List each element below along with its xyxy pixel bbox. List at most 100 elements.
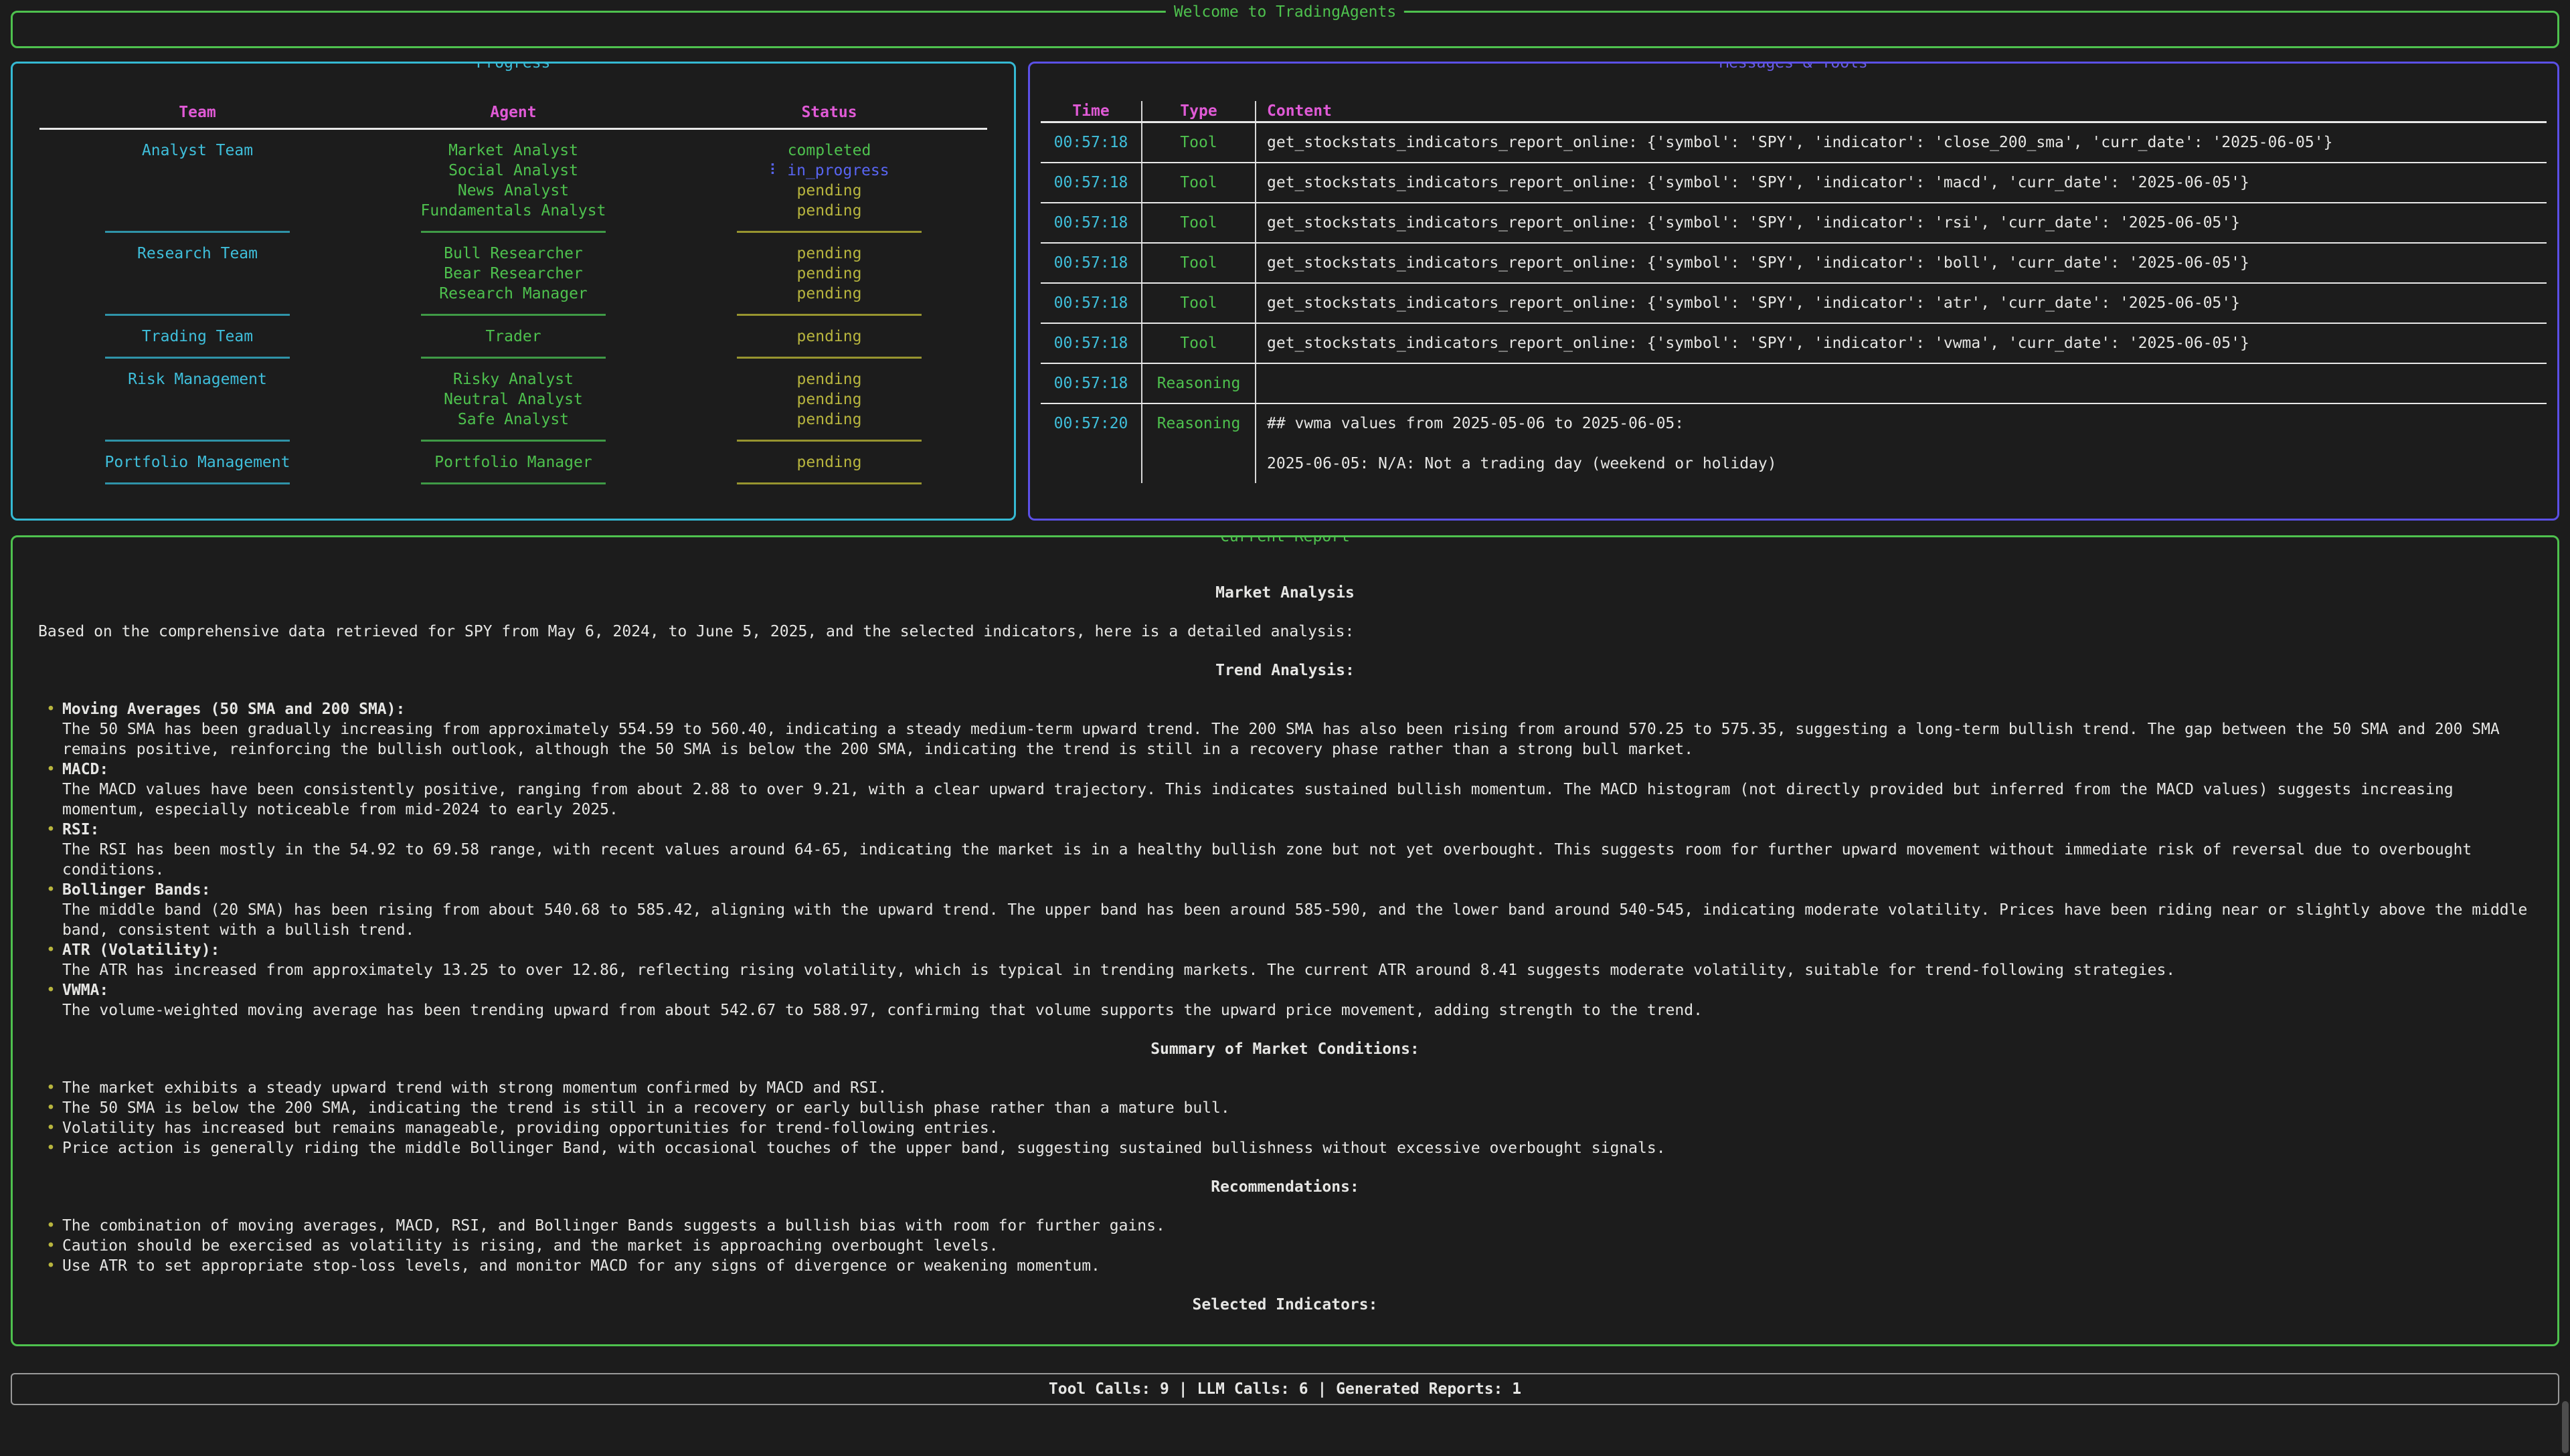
group-separator <box>39 347 987 369</box>
message-time: 00:57:18 <box>1053 335 1128 352</box>
group-separator <box>39 221 987 244</box>
status-badge: ⠇ in_progress <box>671 161 987 181</box>
bullet-icon: • <box>46 941 56 959</box>
group-separator <box>39 304 987 327</box>
current-report-panel: Current Report Market Analysis Based on … <box>11 535 2559 1346</box>
header-separator <box>1041 121 2547 123</box>
progress-table: Team Agent Status Analyst Team Market An… <box>13 64 1014 495</box>
status-badge: pending <box>796 202 862 219</box>
message-content: get_stockstats_indicators_report_online:… <box>1255 244 2547 282</box>
message-type: Reasoning <box>1141 404 1255 483</box>
bullet-text: The ATR has increased from approximately… <box>62 962 2176 979</box>
bullet-text: Price action is generally riding the mid… <box>62 1140 1666 1157</box>
list-item: • MACD: The MACD values have been consis… <box>38 759 2532 820</box>
main-row: Progress Team Agent Status Analyst Team … <box>11 62 2559 521</box>
bullet-icon: • <box>46 1140 56 1157</box>
agent-name: Fundamentals Analyst <box>420 202 606 219</box>
table-row: 00:57:18 Tool get_stockstats_indicators_… <box>1041 284 2547 323</box>
bullet-text: Volatility has increased but remains man… <box>62 1119 999 1137</box>
list-item: • Volatility has increased but remains m… <box>38 1118 2532 1138</box>
column-header-time: Time <box>1072 102 1110 120</box>
group-separator <box>39 472 987 495</box>
welcome-title: Welcome to TradingAgents <box>1165 2 1405 22</box>
column-header-agent: Agent <box>490 104 537 121</box>
agent-name: Social Analyst <box>448 162 578 179</box>
table-row: Bear Researcher pending <box>39 264 987 284</box>
bullet-label: Moving Averages (50 SMA and 200 SMA): <box>62 701 406 718</box>
agent-name: Bull Researcher <box>444 245 583 262</box>
bullet-text: Use ATR to set appropriate stop-loss lev… <box>62 1257 1100 1275</box>
table-row: 00:57:18 Tool get_stockstats_indicators_… <box>1041 203 2547 242</box>
agent-name: Neutral Analyst <box>444 391 583 408</box>
bullet-text: The RSI has been mostly in the 54.92 to … <box>62 841 2472 879</box>
agent-name: Bear Researcher <box>444 265 583 282</box>
agent-name: Risky Analyst <box>452 371 574 388</box>
table-row: Neutral Analyst pending <box>39 389 987 410</box>
messages-header-row: Time Type Content <box>1041 101 2547 121</box>
bullet-icon: • <box>46 1099 56 1117</box>
bullet-icon: • <box>46 761 56 778</box>
agent-name: Trader <box>485 328 541 345</box>
table-row: Portfolio Management Portfolio Manager p… <box>39 452 987 472</box>
message-content: get_stockstats_indicators_report_online:… <box>1255 284 2547 323</box>
table-row: Research Team Bull Researcher pending <box>39 244 987 264</box>
message-type: Tool <box>1141 324 1255 363</box>
list-item: • Use ATR to set appropriate stop-loss l… <box>38 1256 2532 1276</box>
bullet-label: RSI: <box>62 821 100 838</box>
status-badge: completed <box>787 142 871 159</box>
status-badge: pending <box>796 245 862 262</box>
spinner-icon: ⠇ <box>769 162 781 179</box>
status-badge: pending <box>796 328 862 345</box>
status-badge: pending <box>796 371 862 388</box>
table-row: Safe Analyst pending <box>39 410 987 430</box>
bullet-icon: • <box>46 1217 56 1235</box>
bullet-icon: • <box>46 821 56 838</box>
row-separator <box>1041 323 2547 324</box>
table-row: 00:57:18 Tool get_stockstats_indicators_… <box>1041 163 2547 202</box>
status-badge: pending <box>796 411 862 428</box>
bullet-icon: • <box>46 1079 56 1097</box>
report-intro: Based on the comprehensive data retrieve… <box>38 623 1355 640</box>
list-item: • Price action is generally riding the m… <box>38 1138 2532 1158</box>
row-separator <box>1041 363 2547 364</box>
message-type: Tool <box>1141 123 1255 162</box>
messages-panel-title: Messages & Tools <box>1711 64 1876 73</box>
message-type: Tool <box>1141 163 1255 202</box>
team-name: Analyst Team <box>141 142 254 159</box>
status-text: in_progress <box>787 162 889 179</box>
list-item: • The 50 SMA is below the 200 SMA, indic… <box>38 1098 2532 1118</box>
bullet-icon: • <box>46 982 56 999</box>
bullet-icon: • <box>46 881 56 899</box>
bullet-icon: • <box>46 701 56 718</box>
bullet-text: The middle band (20 SMA) has been rising… <box>62 901 2528 939</box>
message-time: 00:57:18 <box>1053 254 1128 272</box>
row-separator <box>1041 162 2547 163</box>
table-row: 00:57:18 Tool get_stockstats_indicators_… <box>1041 324 2547 363</box>
stats-text: Tool Calls: 9 | LLM Calls: 6 | Generated… <box>1048 1380 1522 1398</box>
report-panel-title: Current Report <box>1212 537 1358 547</box>
message-content: get_stockstats_indicators_report_online:… <box>1255 203 2547 242</box>
table-row: Trading Team Trader pending <box>39 327 987 347</box>
bullet-text: The MACD values have been consistently p… <box>62 781 2454 818</box>
table-row: 00:57:18 Tool get_stockstats_indicators_… <box>1041 244 2547 282</box>
message-content: get_stockstats_indicators_report_online:… <box>1255 163 2547 202</box>
table-row: Social Analyst ⠇ in_progress <box>39 161 987 181</box>
group-separator <box>39 430 987 452</box>
list-item: • The combination of moving averages, MA… <box>38 1216 2532 1236</box>
column-header-content: Content <box>1255 101 2547 121</box>
list-item: • ATR (Volatility): The ATR has increase… <box>38 940 2532 980</box>
status-badge: pending <box>796 391 862 408</box>
status-badge: pending <box>796 454 862 471</box>
column-header-team: Team <box>179 104 216 121</box>
bullet-text: The 50 SMA has been gradually increasing… <box>62 721 2500 758</box>
message-time: 00:57:18 <box>1053 375 1128 392</box>
report-heading-recommendations: Recommendations: <box>1211 1178 1359 1196</box>
bullet-text: The 50 SMA is below the 200 SMA, indicat… <box>62 1099 1230 1117</box>
scrollbar-thumb[interactable] <box>2562 1401 2569 1453</box>
status-badge: pending <box>796 265 862 282</box>
bullet-label: MACD: <box>62 761 109 778</box>
message-content: get_stockstats_indicators_report_online:… <box>1255 324 2547 363</box>
table-row: News Analyst pending <box>39 181 987 201</box>
bullet-icon: • <box>46 1257 56 1275</box>
column-header-type: Type <box>1141 101 1255 121</box>
